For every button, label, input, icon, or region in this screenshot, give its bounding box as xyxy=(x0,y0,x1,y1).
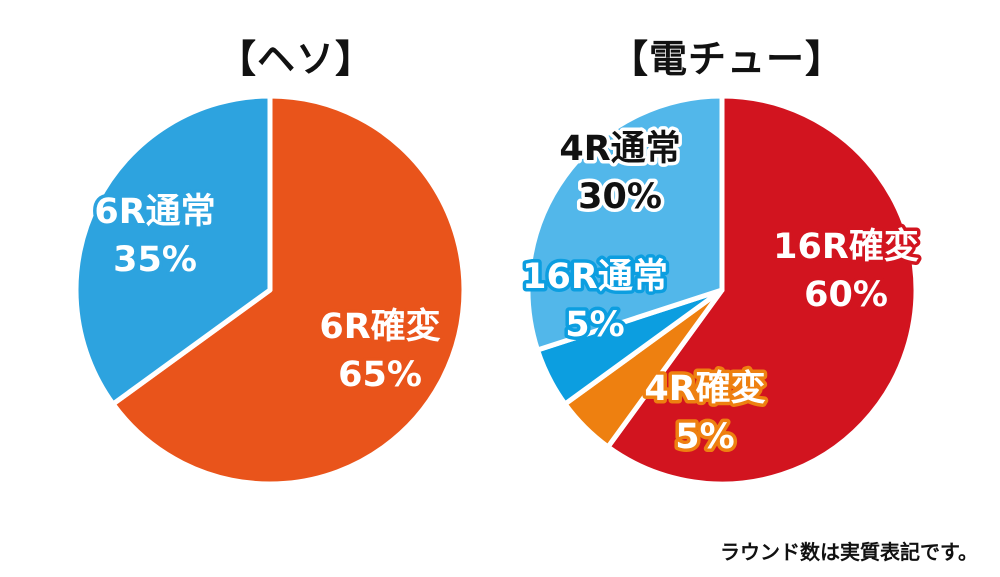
slice-name-denchu-0: 16R確変 xyxy=(773,226,919,267)
slice-percent-denchu-3: 30% xyxy=(578,177,662,217)
slice-name-denchu-3: 4R通常 xyxy=(559,129,680,169)
pie-slice-heso-1 xyxy=(73,93,273,407)
slice-percent-denchu-0: 60% xyxy=(804,275,888,315)
slice-label-heso-1: 6R通常 35% xyxy=(91,189,219,284)
slice-percent-denchu-2: 5% xyxy=(565,305,624,345)
chart-title-heso: 【ヘソ】 xyxy=(218,37,375,81)
pie-slice-heso-0 xyxy=(110,93,467,487)
slice-label-heso-0: 6R確変 65% xyxy=(316,303,444,399)
slice-name-heso-1: 6R通常 xyxy=(94,192,215,232)
slice-name-denchu-2: 16R通常 xyxy=(522,257,668,297)
slice-percent-denchu-1: 5% xyxy=(675,417,734,457)
slice-label-denchu-0: 16R確変 60% xyxy=(770,223,923,319)
slice-label-denchu-1: 4R確変 5% xyxy=(641,365,769,461)
pie-slice-denchu-3 xyxy=(525,93,725,353)
slice-percent-heso-1: 35% xyxy=(113,240,197,280)
chart-title-denchu: 【電チュー】 xyxy=(610,37,845,81)
slice-name-heso-0: 6R確変 xyxy=(319,306,440,347)
footnote: ラウンド数は実質表記です。 xyxy=(720,540,978,564)
pie-slice-denchu-0 xyxy=(605,93,919,487)
slice-percent-heso-0: 65% xyxy=(338,355,422,395)
slice-name-denchu-1: 4R確変 xyxy=(644,368,765,409)
slice-label-denchu-3: 4R通常 30% xyxy=(556,126,684,221)
slice-label-denchu-2: 16R通常 5% xyxy=(519,254,672,349)
